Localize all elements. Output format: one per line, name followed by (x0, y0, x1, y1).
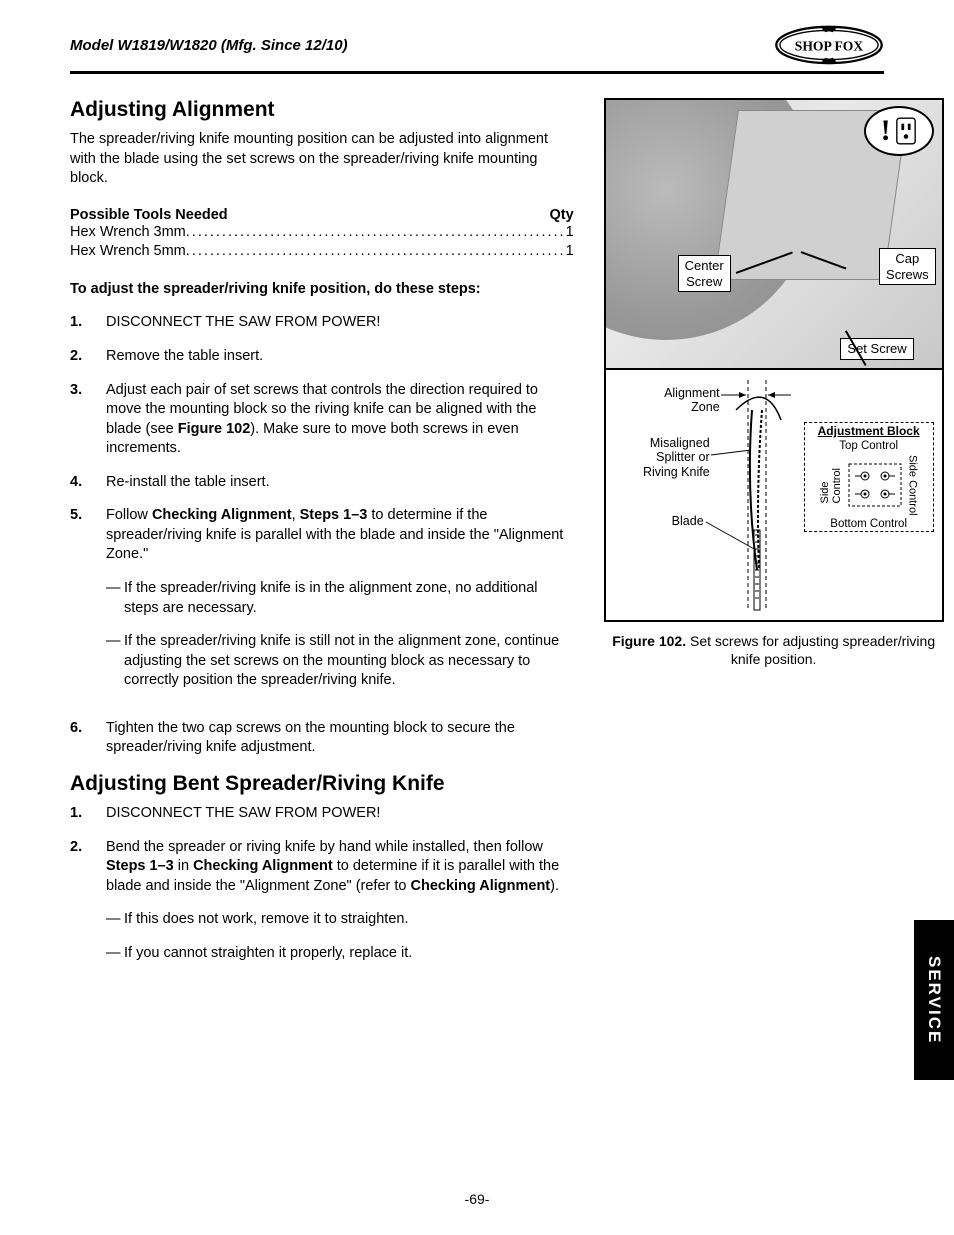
dash-icon: — (106, 910, 124, 930)
step-number: 3. (70, 381, 106, 459)
step-item: 5.Follow Checking Alignment, Steps 1–3 t… (70, 506, 574, 705)
tool-qty: 1 (566, 242, 574, 262)
step-item: 6.Tighten the two cap screws on the moun… (70, 719, 574, 758)
section1-steps: 1.DISCONNECT THE SAW FROM POWER!2.Remove… (70, 313, 574, 758)
dash-icon: — (106, 579, 124, 618)
sub-item-text: If the spreader/riving knife is in the a… (124, 579, 574, 618)
section1-title: Adjusting Alignment (70, 98, 574, 122)
outlet-icon (895, 116, 917, 146)
service-tab-label: SERVICE (924, 956, 944, 1044)
sub-list: —If the spreader/riving knife is in the … (106, 579, 574, 691)
figure-top-photo: ! Center Screw Cap Screws Set Screw (606, 100, 942, 370)
page-number: -69- (0, 1191, 954, 1207)
step-item: 4.Re-install the table insert. (70, 473, 574, 493)
figure-102: ! Center Screw Cap Screws Set Screw (604, 98, 944, 622)
section1-intro: The spreader/riving knife mounting posit… (70, 130, 574, 189)
tools-list: Hex Wrench 3mm .........................… (70, 223, 574, 262)
label-adj-block: Adjustment Block (805, 423, 933, 438)
label-misaligned: Misaligned Splitter or Riving Knife (614, 436, 710, 479)
step-body: Follow Checking Alignment, Steps 1–3 to … (106, 506, 574, 705)
tools-header: Possible Tools Needed Qty (70, 207, 574, 223)
page-header: Model W1819/W1820 (Mfg. Since 12/10) SHO… (70, 25, 884, 74)
tool-row: Hex Wrench 5mm .........................… (70, 242, 574, 262)
left-column: Adjusting Alignment The spreader/riving … (70, 98, 574, 991)
step-body: Adjust each pair of set screws that cont… (106, 381, 574, 459)
figure-bottom-diagram: Alignment Zone Misaligned Splitter or Ri… (606, 370, 942, 620)
step-item: 3.Adjust each pair of set screws that co… (70, 381, 574, 459)
exclaim-icon: ! (881, 114, 891, 148)
model-text: Model W1819/W1820 (Mfg. Since 12/10) (70, 37, 348, 54)
step-body: DISCONNECT THE SAW FROM POWER! (106, 804, 574, 824)
step-body: Re-install the table insert. (106, 473, 574, 493)
step-item: 2.Remove the table insert. (70, 347, 574, 367)
label-center-screw: Center Screw (678, 255, 731, 292)
adjustment-block: Adjustment Block Top Control Side Contro… (804, 422, 934, 532)
disconnect-power-icon: ! (864, 106, 934, 156)
figure-caption-bold: Figure 102. (612, 633, 686, 649)
adj-block-screws-icon (847, 462, 903, 508)
instructions-heading: To adjust the spreader/riving knife posi… (70, 280, 574, 300)
label-side-control-left: Side Control (819, 468, 843, 503)
label-top-control: Top Control (805, 440, 933, 452)
step-body: Remove the table insert. (106, 347, 574, 367)
dash-icon: — (106, 944, 124, 964)
dash-icon: — (106, 632, 124, 691)
sub-item: —If the spreader/riving knife is still n… (106, 632, 574, 691)
step-item: 1.DISCONNECT THE SAW FROM POWER! (70, 313, 574, 333)
main-content: Adjusting Alignment The spreader/riving … (70, 98, 884, 991)
right-column: ! Center Screw Cap Screws Set Screw (604, 98, 944, 991)
tool-dots: ........................................… (186, 242, 566, 262)
service-tab: SERVICE (914, 920, 954, 1080)
label-side-control-right: Side Control (907, 455, 919, 516)
step-number: 2. (70, 347, 106, 367)
step-number: 1. (70, 804, 106, 824)
section2-title: Adjusting Bent Spreader/Riving Knife (70, 772, 574, 796)
brand-logo: SHOP FOX (774, 25, 884, 65)
sub-item-text: If the spreader/riving knife is still no… (124, 632, 574, 691)
label-alignment-zone: Alignment Zone (620, 386, 720, 415)
tool-qty: 1 (566, 223, 574, 243)
tool-name: Hex Wrench 5mm (70, 242, 186, 262)
step-body: DISCONNECT THE SAW FROM POWER! (106, 313, 574, 333)
label-cap-screws: Cap Screws (879, 248, 936, 285)
svg-text:SHOP FOX: SHOP FOX (795, 38, 864, 53)
step-body: Tighten the two cap screws on the mounti… (106, 719, 574, 758)
section2-steps: 1.DISCONNECT THE SAW FROM POWER!2.Bend t… (70, 804, 574, 977)
step-number: 6. (70, 719, 106, 758)
label-bottom-control: Bottom Control (805, 518, 933, 530)
step-number: 5. (70, 506, 106, 705)
sub-item: —If you cannot straighten it properly, r… (106, 944, 574, 964)
sub-item: —If this does not work, remove it to str… (106, 910, 574, 930)
tools-heading-label: Possible Tools Needed (70, 207, 228, 223)
sub-item-text: If you cannot straighten it properly, re… (124, 944, 412, 964)
figure-caption-text: Set screws for adjusting spreader/riving… (686, 633, 935, 667)
tool-name: Hex Wrench 3mm (70, 223, 186, 243)
step-item: 2.Bend the spreader or riving knife by h… (70, 838, 574, 978)
sub-item: —If the spreader/riving knife is in the … (106, 579, 574, 618)
tool-row: Hex Wrench 3mm .........................… (70, 223, 574, 243)
sub-item-text: If this does not work, remove it to stra… (124, 910, 409, 930)
step-number: 4. (70, 473, 106, 493)
tool-dots: ........................................… (186, 223, 566, 243)
figure-caption: Figure 102. Set screws for adjusting spr… (604, 632, 944, 668)
step-body: Bend the spreader or riving knife by han… (106, 838, 574, 978)
step-item: 1.DISCONNECT THE SAW FROM POWER! (70, 804, 574, 824)
sub-list: —If this does not work, remove it to str… (106, 910, 574, 963)
qty-heading-label: Qty (549, 207, 573, 223)
step-number: 1. (70, 313, 106, 333)
step-number: 2. (70, 838, 106, 978)
label-blade: Blade (654, 514, 704, 528)
